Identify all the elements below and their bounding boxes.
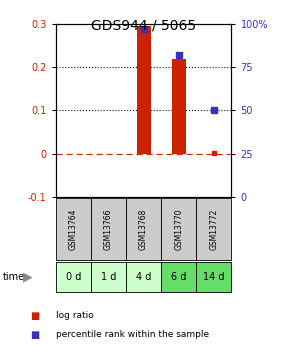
Text: ▶: ▶ (23, 270, 33, 283)
Text: GSM13768: GSM13768 (139, 209, 148, 250)
Text: 1 d: 1 d (101, 272, 116, 282)
Text: log ratio: log ratio (56, 311, 93, 320)
Text: GDS944 / 5065: GDS944 / 5065 (91, 19, 196, 33)
Text: GSM13764: GSM13764 (69, 209, 78, 250)
Text: GSM13770: GSM13770 (174, 209, 183, 250)
Bar (172, 59, 186, 154)
Text: time: time (3, 272, 25, 282)
Text: percentile rank within the sample: percentile rank within the sample (56, 330, 209, 339)
Bar (137, 26, 151, 154)
Text: ■: ■ (30, 330, 40, 339)
Text: GSM13772: GSM13772 (209, 209, 218, 250)
Text: 0 d: 0 d (66, 272, 81, 282)
Text: 6 d: 6 d (171, 272, 186, 282)
Text: 4 d: 4 d (136, 272, 151, 282)
Text: 14 d: 14 d (203, 272, 225, 282)
Text: ■: ■ (30, 311, 40, 321)
Text: GSM13766: GSM13766 (104, 209, 113, 250)
